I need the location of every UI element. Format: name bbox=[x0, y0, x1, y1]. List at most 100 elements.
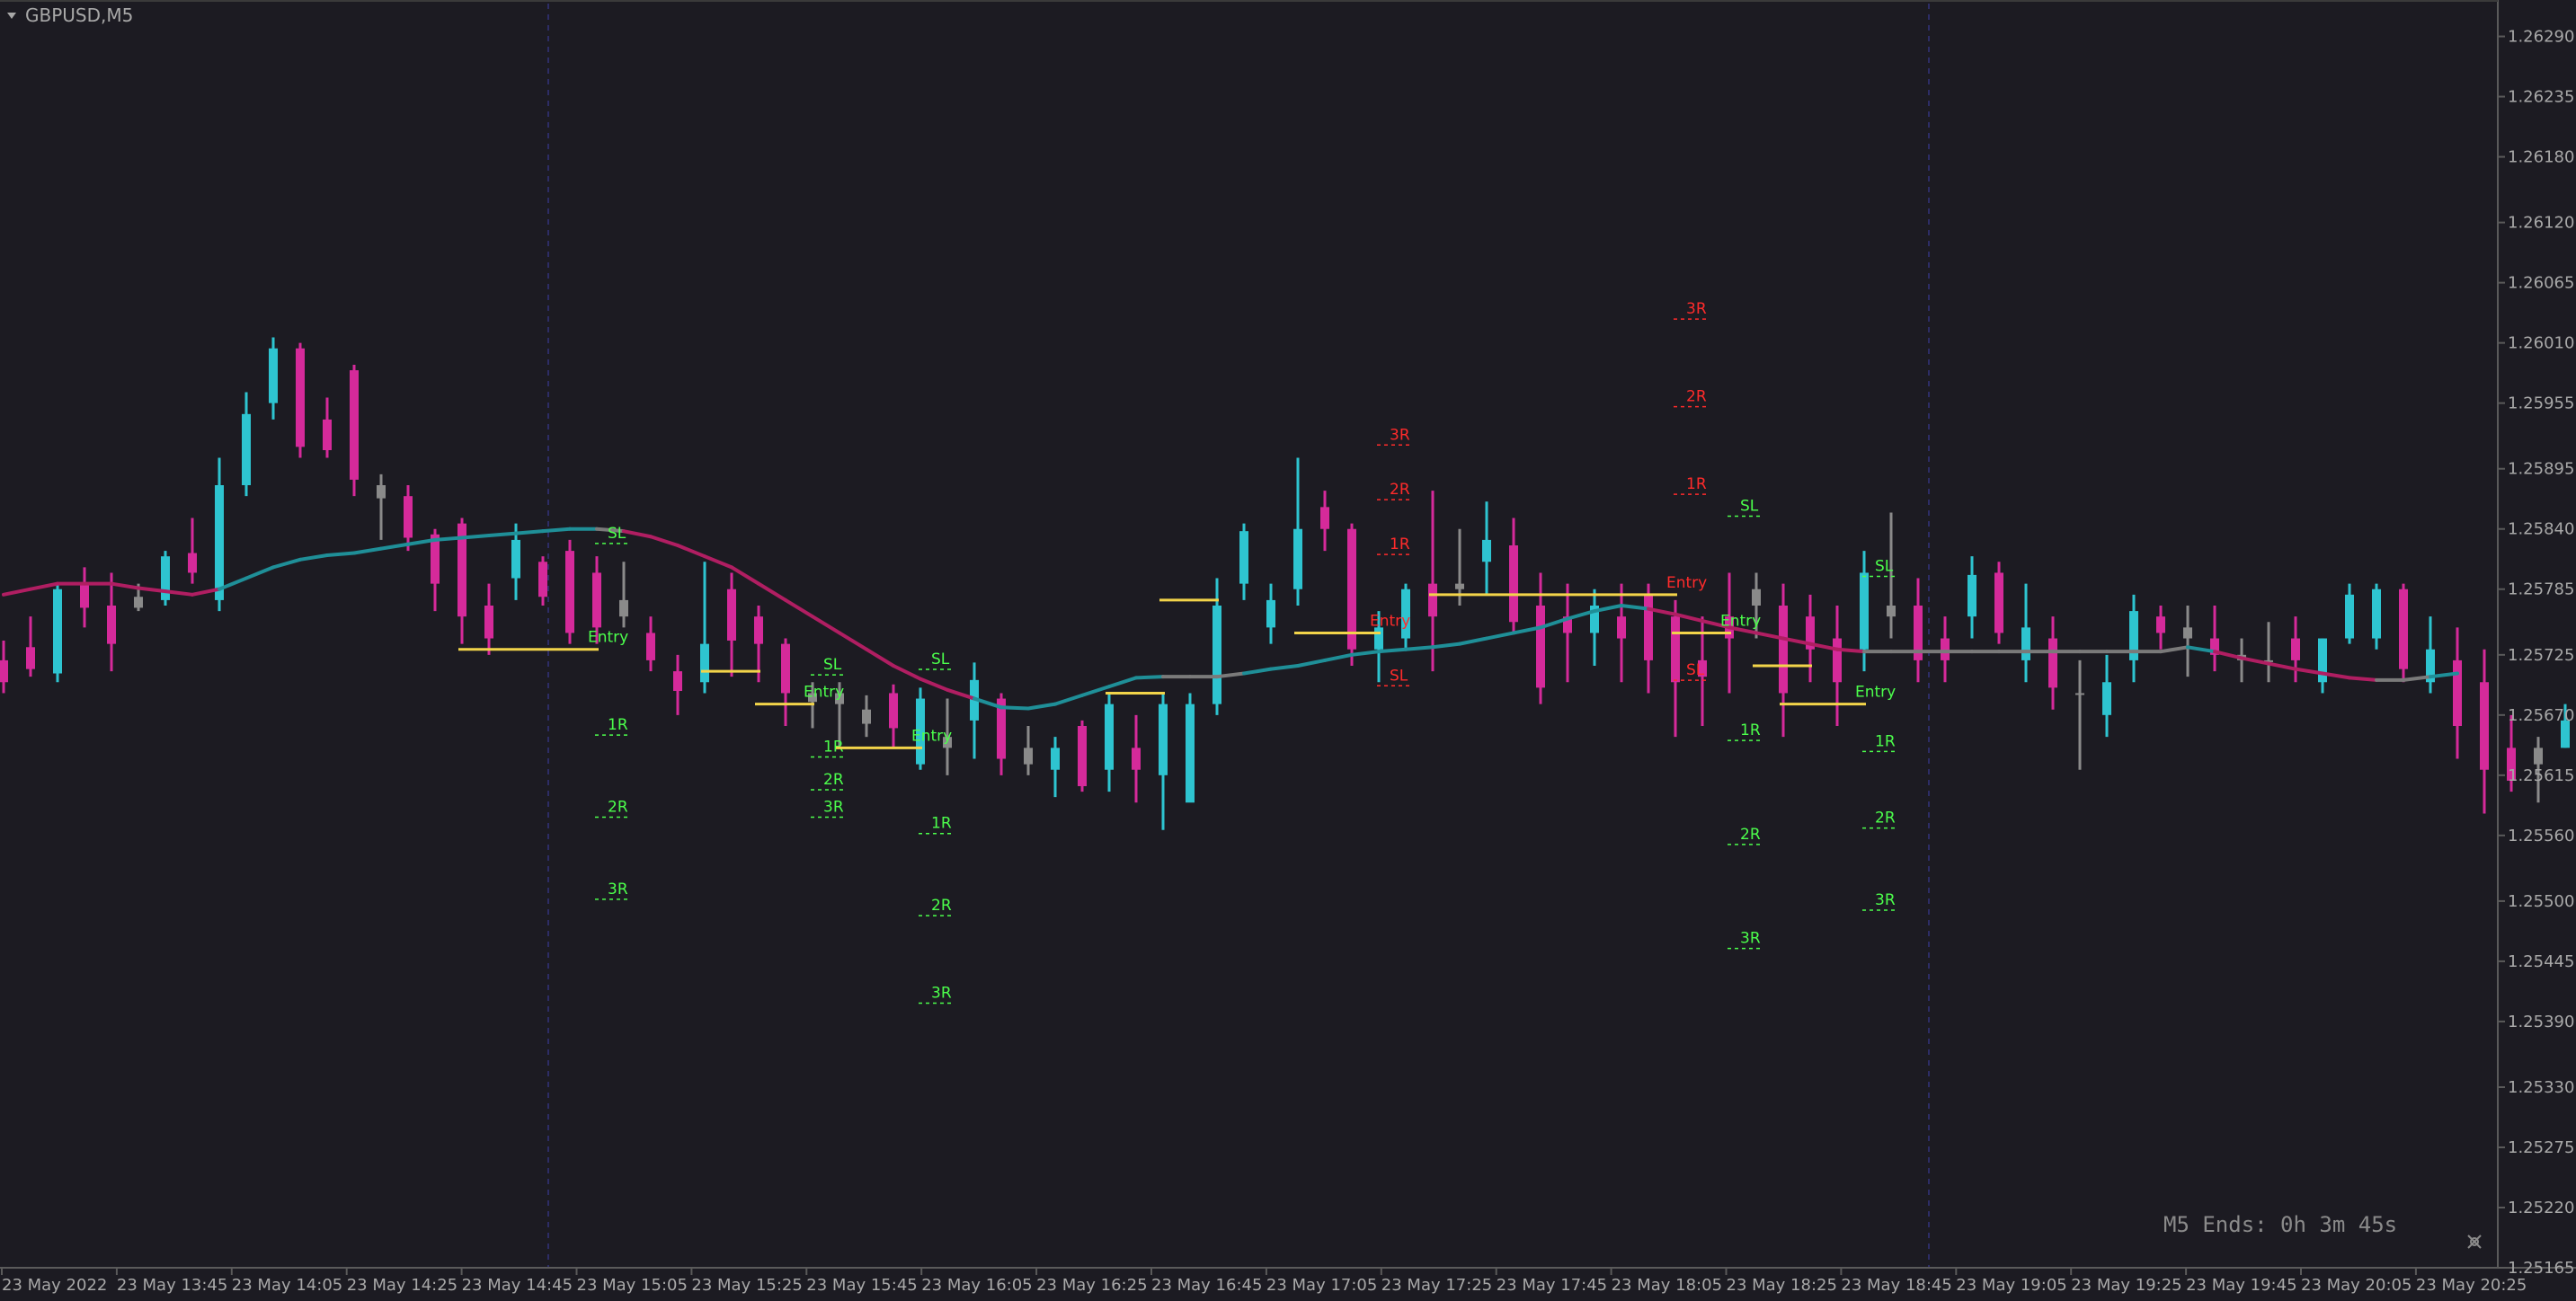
candle-body bbox=[215, 485, 224, 600]
moving-average-segment bbox=[244, 565, 275, 580]
candle bbox=[1482, 501, 1491, 595]
candle bbox=[2102, 654, 2111, 738]
candle bbox=[1698, 616, 1707, 726]
candle-body bbox=[1671, 616, 1680, 683]
moving-average-segment bbox=[2294, 667, 2324, 676]
candle bbox=[592, 556, 601, 644]
candle bbox=[646, 616, 655, 672]
target-2r-label: 2R bbox=[1686, 388, 1707, 406]
price-tick-label: 1.25275 bbox=[2508, 1138, 2574, 1157]
moving-average-segment bbox=[1701, 619, 1731, 630]
candle bbox=[916, 687, 925, 770]
moving-average-segment bbox=[2429, 671, 2459, 679]
candle-body bbox=[835, 693, 844, 704]
candle bbox=[1024, 726, 1033, 775]
target-2r-label: 2R bbox=[1390, 481, 1410, 499]
moving-average-segment bbox=[649, 535, 680, 547]
candle bbox=[754, 606, 763, 683]
candle-body bbox=[2210, 638, 2219, 655]
moving-average-segment bbox=[595, 527, 626, 534]
moving-average-segment bbox=[1026, 702, 1057, 711]
moving-average-segment bbox=[2, 587, 32, 597]
candle-body bbox=[2399, 589, 2408, 669]
candle-body bbox=[2048, 638, 2057, 688]
moving-average-segment bbox=[164, 589, 194, 597]
moving-average-segment bbox=[460, 534, 491, 540]
candle-body bbox=[2318, 638, 2327, 683]
time-tick-label: 23 May 17:45 bbox=[1497, 1276, 1607, 1295]
candle-body bbox=[808, 693, 817, 703]
candle bbox=[107, 572, 116, 672]
moving-average-segment bbox=[2213, 650, 2243, 660]
entry-label: Entry bbox=[804, 684, 844, 702]
candle-body bbox=[1159, 704, 1168, 775]
moving-average-segment bbox=[1754, 631, 1785, 641]
candle bbox=[188, 518, 197, 584]
candle-body bbox=[188, 553, 197, 573]
candle bbox=[1833, 606, 1842, 726]
moving-average-segment bbox=[1053, 693, 1084, 706]
candle-body bbox=[916, 698, 925, 765]
moving-average-segment bbox=[1674, 612, 1704, 624]
candle bbox=[889, 684, 898, 748]
price-tick-label: 1.25725 bbox=[2508, 646, 2574, 665]
moving-average-segment bbox=[1296, 658, 1327, 668]
candle-body bbox=[1320, 507, 1329, 529]
time-tick-label: 23 May 19:05 bbox=[1956, 1276, 2066, 1295]
trade-setup-buy: Entry SL 1R 2R 3R bbox=[1672, 497, 1762, 950]
entry-label: Entry bbox=[1855, 684, 1896, 702]
candles bbox=[0, 337, 2570, 830]
moving-average-segment bbox=[1080, 685, 1111, 697]
moving-average-segment bbox=[892, 664, 922, 681]
candle bbox=[538, 556, 547, 606]
one-click-trading-icon[interactable] bbox=[2467, 1235, 2482, 1249]
time-tick-label: 23 May 18:05 bbox=[1612, 1276, 1722, 1295]
moving-average-segment bbox=[703, 554, 733, 570]
candle bbox=[2534, 737, 2543, 803]
trade-setup-buy: Entry SL 1R 2R 3R bbox=[1780, 557, 1896, 911]
moving-average-segment bbox=[1728, 625, 1758, 635]
symbol-tab[interactable]: GBPUSD,M5 bbox=[7, 4, 133, 26]
candle-body bbox=[673, 671, 682, 692]
candle-body bbox=[377, 485, 386, 499]
candle-body bbox=[700, 643, 709, 683]
target-2r-label: 2R bbox=[823, 771, 844, 789]
candle-body bbox=[80, 583, 89, 608]
candle-body bbox=[269, 348, 278, 403]
candle bbox=[1051, 737, 1060, 798]
candle-body bbox=[565, 551, 574, 633]
candle bbox=[1671, 599, 1680, 738]
dropdown-arrow-icon[interactable] bbox=[7, 13, 16, 19]
candle bbox=[1563, 583, 1572, 683]
candle bbox=[943, 698, 952, 775]
candle bbox=[619, 562, 628, 628]
candle-body bbox=[1455, 583, 1464, 589]
candle bbox=[1428, 491, 1437, 672]
candle-body bbox=[1779, 606, 1788, 694]
candle-body bbox=[2561, 720, 2570, 748]
candle bbox=[2399, 583, 2408, 683]
target-3r-label: 3R bbox=[931, 985, 952, 1003]
candle-body bbox=[592, 572, 601, 628]
candle bbox=[404, 485, 413, 552]
sl-level-label: SL bbox=[608, 525, 626, 543]
candle bbox=[2507, 714, 2516, 792]
time-tick-label: 23 May 15:05 bbox=[577, 1276, 688, 1295]
candle-body bbox=[1644, 594, 1653, 660]
candle-body bbox=[1914, 606, 1923, 660]
candle bbox=[2291, 616, 2300, 683]
moving-average-segment bbox=[514, 529, 545, 535]
candle bbox=[1374, 611, 1383, 683]
candle bbox=[1806, 594, 1815, 683]
candle-body bbox=[404, 496, 413, 538]
moving-average-segment bbox=[1835, 647, 1866, 654]
candle-body bbox=[511, 539, 520, 579]
candle-body bbox=[1401, 589, 1410, 639]
sl-level-label: SL bbox=[1740, 497, 1759, 515]
candle-body bbox=[53, 589, 62, 674]
candle bbox=[565, 539, 574, 644]
candle-body bbox=[2129, 611, 2138, 660]
